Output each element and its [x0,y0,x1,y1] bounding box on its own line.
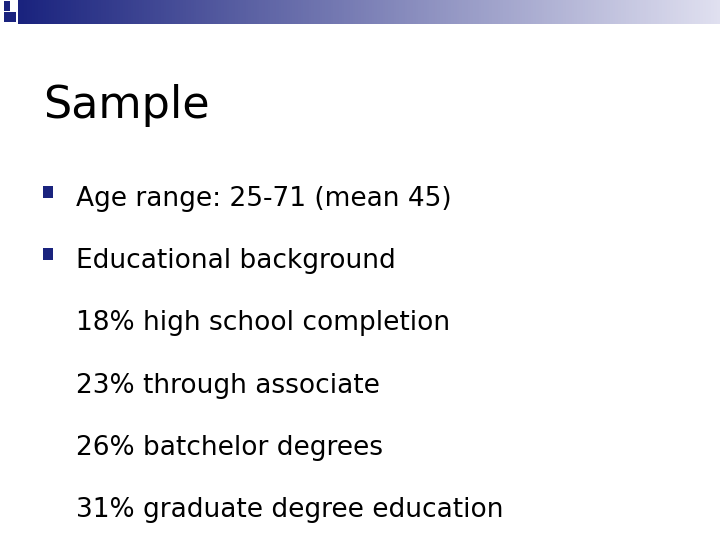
Bar [43,248,53,260]
Text: 23% through associate: 23% through associate [76,373,379,399]
Text: Sample: Sample [43,84,210,127]
Bar [43,186,53,198]
Text: 18% high school completion: 18% high school completion [76,310,450,336]
Bar [9,12,16,22]
Text: 26% batchelor degrees: 26% batchelor degrees [76,435,382,461]
Bar [4,1,10,11]
Bar [4,12,10,22]
Text: 31% graduate degree education: 31% graduate degree education [76,497,503,523]
Text: Age range: 25-71 (mean 45): Age range: 25-71 (mean 45) [76,186,451,212]
Text: Educational background: Educational background [76,248,395,274]
